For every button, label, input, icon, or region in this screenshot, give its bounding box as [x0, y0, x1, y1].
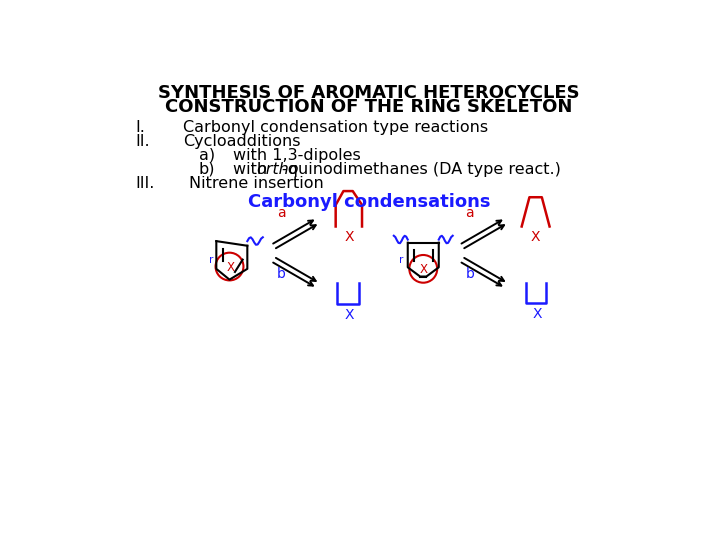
Text: Carbonyl condensations: Carbonyl condensations: [248, 193, 490, 211]
Text: Nitrene insertion: Nitrene insertion: [189, 176, 324, 191]
Text: Cycloadditions: Cycloadditions: [183, 134, 300, 149]
Text: b): b): [199, 162, 215, 177]
Text: b: b: [465, 267, 474, 281]
Text: r: r: [210, 255, 214, 265]
Text: X: X: [345, 308, 354, 322]
Text: X: X: [419, 263, 427, 276]
Text: r: r: [400, 255, 404, 265]
Text: Carbonyl condensation type reactions: Carbonyl condensation type reactions: [183, 120, 488, 135]
Text: a): a): [199, 148, 215, 163]
Text: -quinodimethanes (DA type react.): -quinodimethanes (DA type react.): [282, 162, 561, 177]
Text: X: X: [532, 307, 542, 321]
Text: X: X: [531, 230, 541, 244]
Text: a: a: [277, 206, 286, 220]
Text: with 1,3-dipoles: with 1,3-dipoles: [233, 148, 361, 163]
Text: X: X: [344, 230, 354, 244]
Text: ortho: ortho: [256, 162, 298, 177]
Text: III.: III.: [135, 176, 154, 191]
Text: SYNTHESIS OF AROMATIC HETEROCYCLES: SYNTHESIS OF AROMATIC HETEROCYCLES: [158, 84, 580, 102]
Text: a: a: [465, 206, 474, 220]
Text: II.: II.: [135, 134, 150, 149]
Text: CONSTRUCTION OF THE RING SKELETON: CONSTRUCTION OF THE RING SKELETON: [166, 98, 572, 116]
Text: X: X: [226, 261, 234, 274]
Text: I.: I.: [135, 120, 145, 135]
Text: b: b: [277, 267, 286, 281]
Text: with: with: [233, 162, 273, 177]
